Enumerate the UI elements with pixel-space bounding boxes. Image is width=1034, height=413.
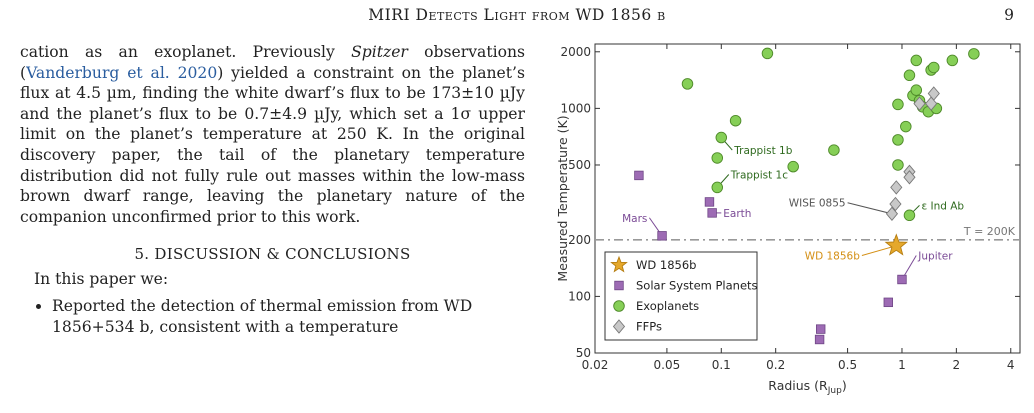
solar-planet-point (816, 324, 826, 334)
legend-label: Exoplanets (636, 299, 699, 313)
solar-planet-point (657, 231, 667, 241)
text-column: cation as an exoplanet. Previously Spitz… (20, 42, 525, 337)
y-axis-label: Measured Temperature (K) (555, 115, 570, 281)
legend-marker-wd1856b (610, 255, 628, 273)
exoplanet-point (903, 209, 916, 222)
solar-planet-point (897, 274, 907, 285)
para-text: ) yielded a constraint on the planet’s f… (20, 63, 525, 226)
annotation-label: Jupiter (917, 251, 953, 263)
exoplanet-point (715, 131, 728, 144)
plot-frame (594, 43, 1021, 354)
solar-planet-point (883, 297, 893, 308)
ffp-point (927, 86, 940, 101)
legend-label: FFPs (636, 320, 662, 334)
exoplanet-point (903, 69, 916, 82)
temperature-radius-chart: 0.02 0.05 0.1 0.2 0.5 1 2 4 50 100 200 500 1000 2000 R… (545, 30, 1034, 409)
exoplanet-point (828, 144, 840, 156)
ffp-point (890, 180, 903, 195)
para-text: cation as an exoplanet. Previously (20, 43, 352, 61)
exoplanet-point (946, 54, 959, 67)
y-tick-label: 2000 (560, 45, 591, 59)
legend-marker-solar (614, 280, 624, 291)
x-tick-label: 1 (898, 358, 906, 372)
legend-marker-ffp (612, 319, 626, 334)
y-tick-label: 50 (576, 346, 591, 360)
page-number: 9 (1004, 6, 1014, 24)
y-tick-label: 200 (568, 233, 591, 247)
ffp-point (889, 196, 902, 212)
chart-svg: 0.02 0.05 0.1 0.2 0.5 1 2 4 50 100 200 500 1000 2000 R… (555, 43, 1021, 396)
legend-box (604, 251, 758, 341)
exoplanet-point (910, 84, 923, 96)
annotation-leader (847, 202, 893, 215)
annotation-label: Trappist 1b (733, 145, 792, 157)
exoplanet-point (729, 114, 742, 127)
x-tick-label: 0.1 (712, 358, 731, 372)
para-text: observations ( (20, 43, 526, 82)
exoplanet-point (892, 134, 904, 146)
ffp-point (903, 170, 916, 185)
bullet-list: Reported the detection of thermal emissi… (20, 296, 525, 337)
annotation-label: Earth (723, 208, 751, 220)
solar-planet-point (814, 334, 825, 345)
solar-planet-point (707, 208, 717, 218)
legend-marker-exoplanet (613, 300, 625, 312)
x-tick-label: 2 (953, 358, 961, 372)
exoplanet-point (892, 159, 904, 171)
x-axis-label: Radius (RJup) (768, 378, 846, 396)
wd1856b-point (884, 233, 908, 256)
legend-label: WD 1856b (636, 258, 696, 272)
section-title: 5. DISCUSSION & CONCLUSIONS (134, 245, 411, 264)
threshold-label: T = 200K (963, 225, 1016, 238)
annotation-label: ε Ind Ab (921, 200, 964, 212)
exoplanet-point (711, 152, 724, 164)
x-tick-label: 0.5 (838, 358, 857, 372)
ffp-point (913, 96, 926, 111)
para-italic: Spitzer (351, 43, 408, 61)
exoplanet-point (892, 98, 904, 111)
y-tick-label: 100 (568, 289, 591, 303)
exoplanet-point (681, 78, 694, 90)
x-tick-label: 0.2 (766, 358, 785, 372)
solar-planet-point (634, 170, 644, 181)
exoplanet-point (928, 61, 940, 74)
ffp-point (885, 206, 899, 221)
y-tick-label: 1000 (560, 101, 591, 115)
annotation-label: WISE 0855 (789, 198, 846, 210)
annotation-label: WD 1856b (805, 251, 861, 263)
x-tick-label: 0.05 (654, 358, 681, 372)
paragraph: cation as an exoplanet. Previously Spitz… (20, 42, 525, 227)
exoplanet-point (968, 48, 980, 60)
exoplanet-point (711, 181, 724, 194)
exoplanet-point (910, 54, 923, 67)
exoplanet-point (787, 160, 799, 173)
x-tick-label: 0.02 (582, 358, 609, 372)
annotation-leader (861, 245, 897, 256)
x-tick-label: 4 (1007, 358, 1015, 372)
annotation-label: Mars (622, 213, 647, 225)
solar-planet-point (704, 197, 715, 207)
y-tick-label: 500 (568, 158, 591, 172)
bullet-item: Reported the detection of thermal emissi… (52, 296, 525, 337)
annotation-label: Trappist 1c (730, 169, 788, 181)
running-title: MIRI Detects Light from WD 1856 b (368, 6, 666, 24)
running-head: MIRI Detects Light from WD 1856 b (0, 6, 1034, 24)
intro-text: In this paper we: (34, 270, 169, 289)
exoplanet-point (761, 47, 774, 60)
legend-label: Solar System Planets (636, 279, 758, 293)
citation-link[interactable]: Vanderburg et al. 2020 (26, 63, 218, 82)
exoplanet-point (900, 120, 912, 133)
